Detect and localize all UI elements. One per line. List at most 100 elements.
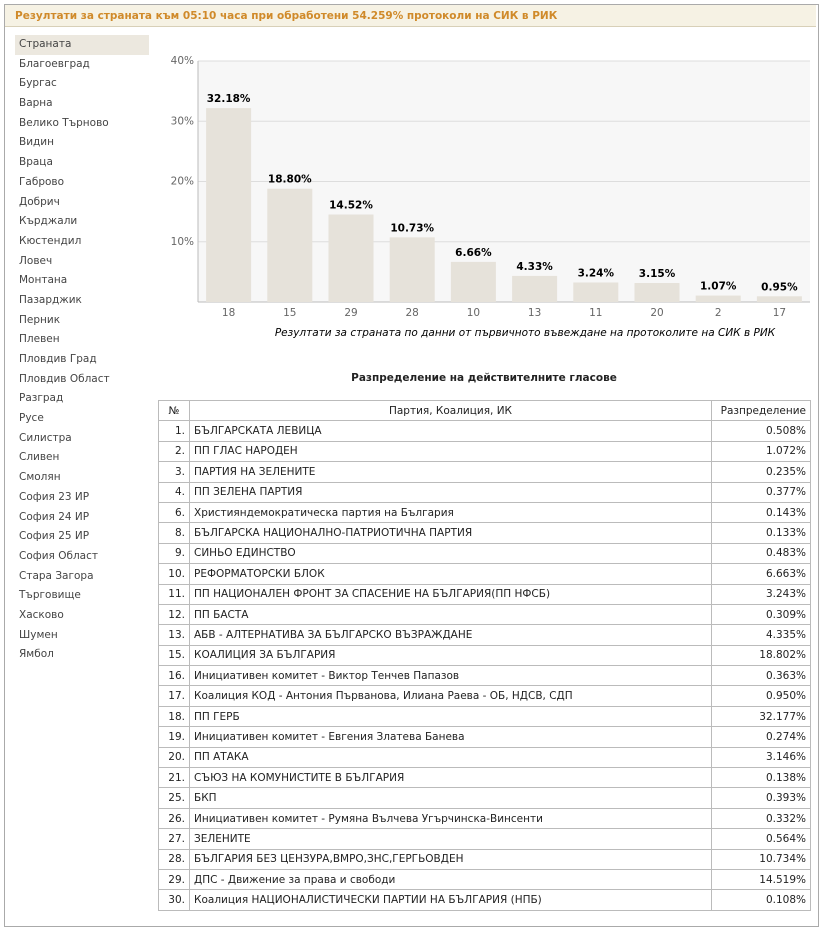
table-row: 19. Инициативен комитет - Евгения Златева… xyxy=(158,726,811,748)
region-link[interactable]: София 23 ИР xyxy=(19,490,90,503)
party-name: Инициативен комитет - Евгения Златева Ба… xyxy=(189,726,712,748)
region-link[interactable]: Бургас xyxy=(19,77,57,90)
region-link[interactable]: Русе xyxy=(19,412,44,425)
share: 0.950% xyxy=(711,685,811,707)
table-row: 17. Коалиция КОД - Антония Първанова, Или… xyxy=(158,685,811,707)
party-name: ЗЕЛЕНИТЕ xyxy=(189,828,712,850)
share: 0.332% xyxy=(711,807,811,830)
x-tick-label: 13 xyxy=(528,307,541,319)
table-row: 3. ПАРТИЯ НА ЗЕЛЕНИТЕ 0.235% xyxy=(158,461,811,483)
table-row: 13. АБВ - АЛТЕРНАТИВА ЗА БЪЛГАРСКО ВЪЗРАЖ… xyxy=(158,624,811,646)
region-link[interactable]: Страната xyxy=(15,35,149,55)
row-number: 29. xyxy=(158,868,190,891)
table-row: 26. Инициативен комитет - Румяна Вълчева … xyxy=(158,807,811,830)
row-number: 15. xyxy=(158,644,190,667)
x-tick-label: 2 xyxy=(715,307,722,319)
x-tick-label: 28 xyxy=(406,307,419,319)
party-name: РЕФОРМАТОРСКИ БЛОК xyxy=(189,563,712,585)
value-label: 14.52% xyxy=(329,200,373,212)
region-link[interactable]: София 24 ИР xyxy=(19,510,90,523)
region-link[interactable]: Смолян xyxy=(19,471,61,484)
share: 0.274% xyxy=(711,726,811,748)
value-label: 6.66% xyxy=(455,247,492,259)
x-tick-label: 15 xyxy=(283,307,296,319)
table-title: Разпределение на действителните гласове xyxy=(351,372,617,384)
row-number: 9. xyxy=(158,542,190,565)
row-number: 27. xyxy=(158,828,190,850)
party-name: ПП ЗЕЛЕНА ПАРТИЯ xyxy=(189,481,712,503)
table-row: 25. БКП 0.393% xyxy=(158,787,811,809)
table-row: 30. Коалиция НАЦИОНАЛИСТИЧЕСКИ ПАРТИИ НА … xyxy=(158,889,811,911)
row-number: 13. xyxy=(158,624,190,646)
row-number: 11. xyxy=(158,583,190,605)
row-number: 2. xyxy=(158,440,190,463)
region-link[interactable]: Разград xyxy=(19,392,64,405)
region-link[interactable]: Пазарджик xyxy=(19,293,82,306)
region-link[interactable]: Ямбол xyxy=(19,648,54,661)
party-name: БЪЛГАРСКАТА ЛЕВИЦА xyxy=(189,420,712,442)
column-header: № xyxy=(158,399,190,422)
region-link[interactable]: Кърджали xyxy=(19,215,78,228)
region-link[interactable]: Сливен xyxy=(19,451,60,464)
row-number: 18. xyxy=(158,705,190,728)
region-link[interactable]: Перник xyxy=(19,313,61,326)
header-title: Резултати за страната към 05:10 часа при… xyxy=(5,5,816,27)
share: 1.072% xyxy=(711,440,811,463)
region-link[interactable]: Враца xyxy=(19,156,53,169)
region-link[interactable]: Монтана xyxy=(19,274,68,287)
region-link[interactable]: Пловдив Град xyxy=(19,353,97,365)
x-tick-label: 29 xyxy=(344,307,357,319)
party-name: СЪЮЗ НА КОМУНИСТИТЕ В БЪЛГАРИЯ xyxy=(189,767,712,789)
region-link[interactable]: Плевен xyxy=(19,333,60,346)
party-name: СИНЬО ЕДИНСТВО xyxy=(189,542,712,565)
party-name: ПАРТИЯ НА ЗЕЛЕНИТЕ xyxy=(189,461,712,483)
region-link[interactable]: Варна xyxy=(19,97,53,110)
table-row: 29. ДПС - Движение за права и свободи 14.5… xyxy=(158,868,811,891)
region-link[interactable]: Хасково xyxy=(19,608,64,621)
table-row: 28. БЪЛГАРИЯ БЕЗ ЦЕНЗУРА,ВМРО,ЗНС,ГЕРГЬОВ… xyxy=(158,848,811,870)
region-link[interactable]: Велико Търново xyxy=(19,116,109,129)
row-number: 6. xyxy=(158,501,190,524)
region-link[interactable]: София 25 ИР xyxy=(19,530,90,543)
row-number: 19. xyxy=(158,726,190,748)
table-row: 9. СИНЬО ЕДИНСТВО 0.483% xyxy=(158,542,811,565)
bar xyxy=(267,188,313,302)
chart: Резултати за страната по данни от първич… xyxy=(171,55,810,339)
region-link[interactable]: Ловеч xyxy=(19,254,53,267)
table-row: 8. БЪЛГАРСКА НАЦИОНАЛНО-ПАТРИОТИЧНА ПАРТИ… xyxy=(158,522,811,544)
region-link[interactable]: Благоевград xyxy=(19,57,90,70)
region-link[interactable]: Габрово xyxy=(19,175,65,188)
region-link[interactable]: Стара Загора xyxy=(19,569,94,582)
region-link[interactable]: Видин xyxy=(19,136,54,149)
share: 0.138% xyxy=(711,767,811,789)
region-link[interactable]: Силистра xyxy=(19,431,72,444)
party-name: БЪЛГАРСКА НАЦИОНАЛНО-ПАТРИОТИЧНА ПАРТИЯ xyxy=(189,522,712,544)
bar xyxy=(695,295,741,302)
table-row: 10. РЕФОРМАТОРСКИ БЛОК 6.663% xyxy=(158,563,811,585)
region-link[interactable]: Пловдив Област xyxy=(19,372,110,385)
party-name: БКП xyxy=(189,787,712,809)
share: 3.243% xyxy=(711,583,811,605)
region-link[interactable]: Търговище xyxy=(19,589,81,602)
bar xyxy=(328,214,374,302)
column-header: Партия, Коалиция, ИК xyxy=(189,399,712,422)
region-link[interactable]: Добрич xyxy=(19,195,60,208)
share: 6.663% xyxy=(711,563,811,585)
value-label: 18.80% xyxy=(268,174,312,186)
region-link[interactable]: Шумен xyxy=(19,628,58,641)
share: 18.802% xyxy=(711,644,811,667)
value-label: 3.15% xyxy=(639,268,676,280)
region-link[interactable]: София Област xyxy=(19,549,98,562)
table-row: 6. Християндемократическа партия на Бълга… xyxy=(158,501,811,524)
region-link[interactable]: Кюстендил xyxy=(19,234,82,247)
row-number: 16. xyxy=(158,665,190,687)
x-tick-label: 17 xyxy=(773,307,786,319)
row-number: 1. xyxy=(158,420,190,442)
table-row: 16. Инициативен комитет - Виктор Тенчев П… xyxy=(158,665,811,687)
share: 0.363% xyxy=(711,665,811,687)
table-row: 4. ПП ЗЕЛЕНА ПАРТИЯ 0.377% xyxy=(158,481,811,503)
party-name: Коалиция КОД - Антония Първанова, Илиана… xyxy=(189,685,712,707)
bar xyxy=(573,282,619,302)
results-table: № Партия, Коалиция, ИК Разпределение 1. БЪЛГ… xyxy=(158,399,811,911)
